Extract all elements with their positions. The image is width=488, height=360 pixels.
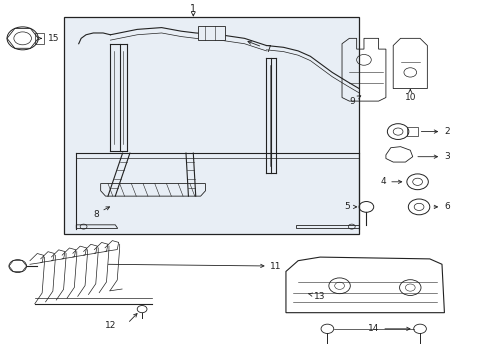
Text: 12: 12 xyxy=(104,321,116,330)
Text: 4: 4 xyxy=(380,177,401,186)
Text: 9: 9 xyxy=(348,96,360,105)
Text: 1: 1 xyxy=(190,4,196,14)
Bar xyxy=(64,17,358,234)
Text: 15: 15 xyxy=(38,34,59,43)
Text: 6: 6 xyxy=(433,202,449,211)
Text: 7: 7 xyxy=(247,41,270,54)
Text: 3: 3 xyxy=(417,152,449,161)
Text: 13: 13 xyxy=(308,292,325,301)
Text: 8: 8 xyxy=(93,207,109,219)
Bar xyxy=(198,26,224,40)
Bar xyxy=(406,127,417,136)
Text: 11: 11 xyxy=(108,262,282,271)
Text: 5: 5 xyxy=(344,202,356,211)
Text: 10: 10 xyxy=(404,90,415,102)
Text: 2: 2 xyxy=(421,127,449,136)
Bar xyxy=(35,33,43,44)
Text: 14: 14 xyxy=(367,324,409,333)
